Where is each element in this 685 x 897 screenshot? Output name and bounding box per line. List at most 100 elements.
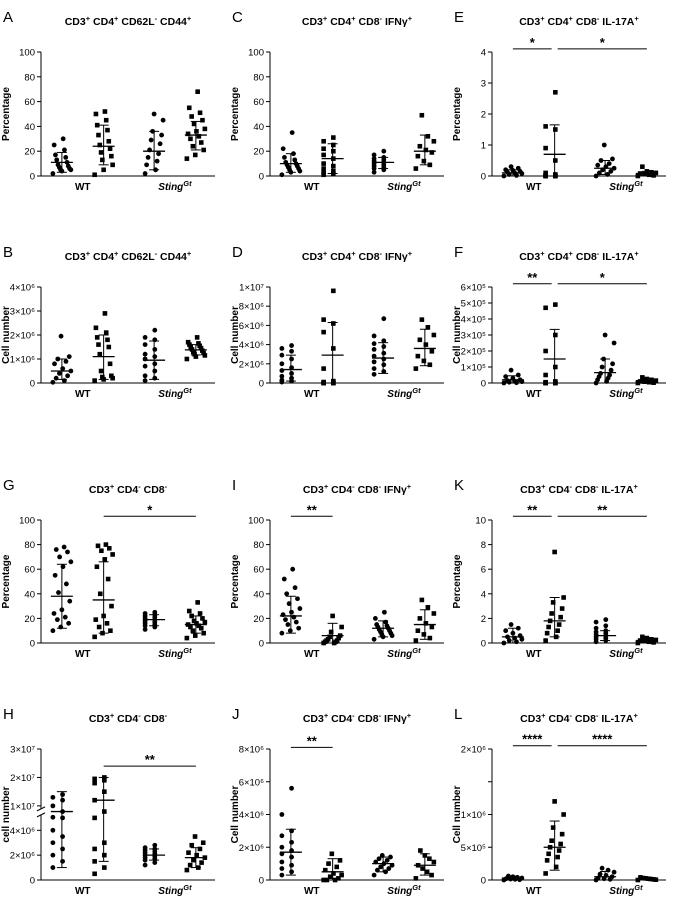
data-point bbox=[413, 638, 419, 643]
data-point bbox=[290, 566, 296, 572]
y-tick-label: 0 bbox=[481, 639, 486, 650]
panel-letter: L bbox=[454, 706, 462, 723]
group-label-sting: StingGt bbox=[609, 179, 643, 194]
data-point bbox=[109, 153, 114, 159]
data-point bbox=[546, 624, 551, 630]
data-point bbox=[200, 840, 206, 846]
data-point bbox=[515, 625, 521, 631]
data-point bbox=[321, 138, 326, 144]
group-label-wt: WT bbox=[304, 389, 320, 400]
y-tick-label: 100 bbox=[248, 516, 264, 527]
significance-label: ** bbox=[307, 733, 318, 748]
data-point bbox=[374, 622, 380, 627]
y-tick-label: 4×10⁶ bbox=[239, 340, 264, 351]
y-tick-label: 6×10⁶ bbox=[239, 777, 264, 788]
data-point bbox=[381, 356, 387, 362]
series-3 bbox=[593, 865, 617, 883]
data-point bbox=[50, 803, 56, 809]
data-point bbox=[62, 614, 68, 620]
data-point bbox=[427, 362, 433, 368]
series-4 bbox=[413, 848, 437, 881]
data-point bbox=[194, 335, 200, 340]
y-tick-label: 40 bbox=[253, 589, 264, 600]
data-point bbox=[331, 321, 336, 326]
data-point bbox=[289, 348, 294, 354]
data-point bbox=[201, 630, 206, 636]
data-point bbox=[97, 591, 103, 597]
data-point bbox=[200, 616, 205, 621]
y-tick-label: 1×10⁵ bbox=[461, 363, 486, 374]
significance-label: ** bbox=[597, 502, 608, 517]
data-point bbox=[649, 377, 654, 383]
data-point bbox=[57, 371, 62, 376]
y-tick-label: 0 bbox=[259, 639, 264, 650]
y-tick-label: 6 bbox=[481, 565, 486, 576]
data-point bbox=[326, 861, 331, 866]
data-point bbox=[289, 356, 294, 362]
data-point bbox=[423, 147, 429, 153]
y-tick-label: 2×10⁶ bbox=[10, 331, 35, 342]
data-point bbox=[279, 352, 285, 358]
y-tick-label: 80 bbox=[24, 540, 35, 551]
data-point bbox=[142, 351, 148, 357]
significance-label: ** bbox=[145, 752, 156, 767]
data-point bbox=[421, 358, 427, 364]
data-point bbox=[289, 869, 294, 875]
data-point bbox=[50, 814, 56, 820]
data-point bbox=[431, 859, 437, 865]
y-tick-label: 1×10⁶ bbox=[461, 810, 486, 821]
data-point bbox=[519, 636, 525, 642]
y-tick-label: 0 bbox=[481, 379, 486, 390]
series-4 bbox=[184, 834, 208, 873]
data-point bbox=[60, 834, 65, 839]
data-point bbox=[371, 347, 377, 352]
data-point bbox=[51, 142, 57, 148]
data-point bbox=[381, 350, 387, 356]
data-point bbox=[50, 852, 56, 858]
data-point bbox=[415, 153, 421, 159]
y-tick-label: 3×10⁷ bbox=[10, 745, 35, 756]
data-point bbox=[371, 341, 377, 347]
data-point bbox=[331, 142, 336, 148]
data-point bbox=[334, 638, 340, 643]
data-point bbox=[148, 137, 154, 143]
significance-label: * bbox=[530, 35, 536, 50]
data-point bbox=[285, 622, 291, 627]
data-point bbox=[501, 640, 507, 646]
data-point bbox=[50, 865, 56, 870]
series-3 bbox=[142, 111, 166, 176]
y-tick-label: 40 bbox=[24, 122, 35, 133]
significance-label: * bbox=[147, 502, 153, 517]
data-point bbox=[68, 559, 74, 565]
data-point bbox=[202, 126, 208, 132]
y-tick-label: 80 bbox=[24, 72, 35, 83]
panel-title: CD3+ CD4- CD8- IFNγ+ bbox=[303, 482, 412, 497]
data-point bbox=[105, 576, 111, 582]
data-point bbox=[92, 859, 97, 864]
data-point bbox=[417, 616, 423, 621]
data-point bbox=[279, 361, 285, 367]
data-point bbox=[331, 135, 336, 140]
group-label-sting: StingGt bbox=[609, 386, 643, 401]
panel-title: CD3+ CD4+ CD62L- CD44+ bbox=[65, 14, 192, 29]
data-point bbox=[321, 152, 326, 158]
series-2 bbox=[543, 302, 566, 386]
data-point bbox=[152, 361, 158, 367]
y-tick-label: 4 bbox=[481, 589, 486, 600]
data-point bbox=[96, 342, 101, 347]
panel-g: G CD3+ CD4- CD8- Percentage 0 20 40 60 80 100 WT S… bbox=[1, 477, 215, 660]
panel-letter: F bbox=[454, 244, 463, 261]
series-1 bbox=[279, 566, 303, 636]
data-point bbox=[372, 616, 378, 621]
data-point bbox=[60, 797, 65, 803]
y-tick-label: 4×10⁵ bbox=[461, 315, 486, 326]
significance-label: ** bbox=[527, 270, 538, 285]
data-point bbox=[501, 173, 507, 179]
data-point bbox=[331, 168, 336, 174]
series-3 bbox=[371, 148, 395, 175]
data-point bbox=[66, 354, 72, 359]
data-point bbox=[607, 372, 612, 378]
data-point bbox=[202, 353, 208, 358]
data-point bbox=[102, 777, 107, 783]
data-point bbox=[92, 871, 97, 877]
